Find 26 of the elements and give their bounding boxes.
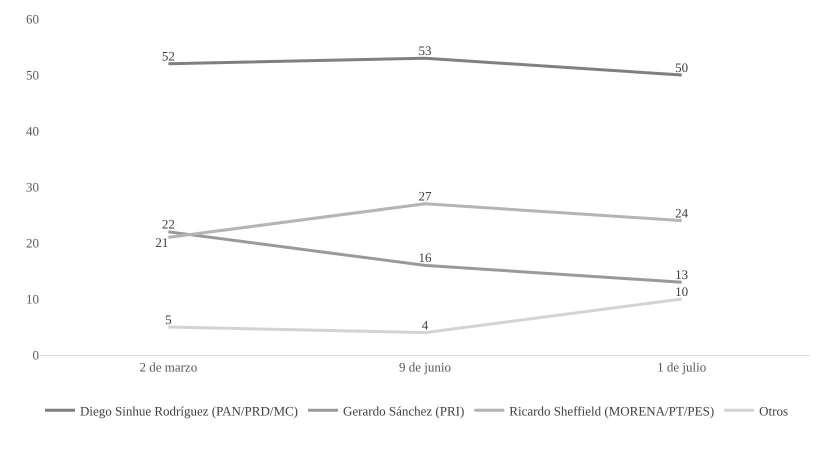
data-label: 50: [675, 60, 688, 75]
y-tick-label: 50: [26, 68, 39, 83]
data-label: 52: [162, 48, 175, 64]
legend-label: Diego Sinhue Rodríguez (PAN/PRD/MC): [80, 403, 298, 418]
y-tick-label: 0: [32, 348, 39, 363]
data-label: 4: [422, 317, 429, 332]
x-tick-label: 2 de marzo: [139, 360, 198, 375]
y-tick-label: 60: [26, 12, 39, 27]
data-label: 16: [418, 250, 432, 266]
y-tick-label: 20: [26, 236, 39, 251]
data-label: 21: [155, 235, 168, 250]
legend-label: Ricardo Sheffield (MORENA/PT/PES): [509, 403, 714, 418]
y-tick-label: 40: [26, 124, 39, 139]
legend-label: Otros: [759, 403, 788, 418]
y-tick-label: 30: [26, 180, 39, 195]
x-tick-label: 1 de julio: [657, 360, 706, 375]
data-label: 53: [418, 42, 432, 58]
data-label: 5: [165, 312, 172, 327]
x-tick-label: 9 de junio: [399, 360, 451, 375]
data-label: 13: [675, 266, 688, 282]
data-label: 27: [418, 188, 432, 204]
legend-label: Gerardo Sánchez (PRI): [343, 403, 464, 418]
data-label: 22: [162, 216, 175, 232]
y-tick-label: 10: [26, 292, 39, 307]
data-label: 24: [675, 205, 689, 220]
data-label: 10: [675, 284, 688, 299]
